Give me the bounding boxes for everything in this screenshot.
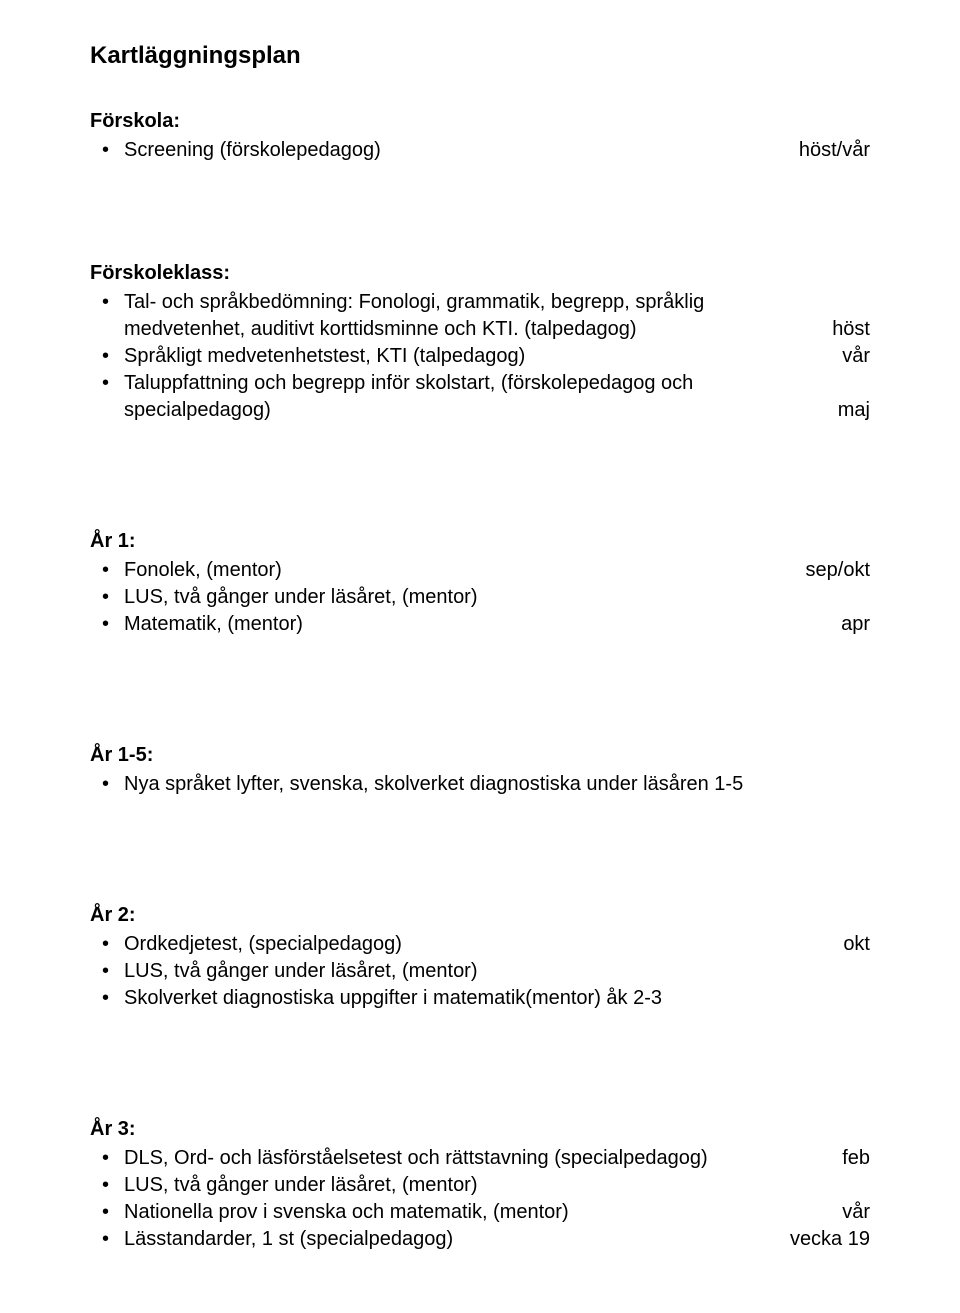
item-text: LUS, två gånger under läsåret, (mentor): [124, 958, 870, 985]
section-heading-ar1-5: År 1-5:: [90, 742, 870, 769]
list-item: LUS, två gånger under läsåret, (mentor): [124, 958, 870, 985]
item-timing: vecka 19: [790, 1226, 870, 1253]
item-timing: vår: [842, 1199, 870, 1226]
forskoleklass-list: Tal- och språkbedömning: Fonologi, gramm…: [90, 289, 870, 424]
item-timing: vår: [842, 343, 870, 370]
section-heading-forskoleklass: Förskoleklass:: [90, 260, 870, 287]
list-item: Matematik, (mentor) apr: [124, 611, 870, 638]
list-item: Språkligt medvetenhetstest, KTI (talpeda…: [124, 343, 870, 370]
forskola-list: Screening (förskolepedagog) höst/vår: [90, 137, 870, 164]
item-timing: maj: [838, 397, 870, 424]
list-item: LUS, två gånger under läsåret, (mentor): [124, 1172, 870, 1199]
list-item: Nya språket lyfter, svenska, skolverket …: [124, 771, 870, 798]
ar3-list: DLS, Ord- och läsförståelsetest och rätt…: [90, 1145, 870, 1253]
item-timing: apr: [841, 611, 870, 638]
item-text: LUS, två gånger under läsåret, (mentor): [124, 584, 870, 611]
list-item: Screening (förskolepedagog) höst/vår: [124, 137, 870, 164]
item-text: Matematik, (mentor): [124, 611, 841, 638]
item-timing: feb: [842, 1145, 870, 1172]
ar2-list: Ordkedjetest, (specialpedagog) okt LUS, …: [90, 931, 870, 1012]
list-item: Nationella prov i svenska och matematik,…: [124, 1199, 870, 1226]
list-item: Ordkedjetest, (specialpedagog) okt: [124, 931, 870, 958]
item-text: Nationella prov i svenska och matematik,…: [124, 1199, 842, 1226]
ar1-list: Fonolek, (mentor) sep/okt LUS, två gånge…: [90, 557, 870, 638]
ar1-5-list: Nya språket lyfter, svenska, skolverket …: [90, 771, 870, 798]
list-item: Skolverket diagnostiska uppgifter i mate…: [124, 985, 870, 1012]
page-title: Kartläggningsplan: [90, 40, 870, 72]
list-item: DLS, Ord- och läsförståelsetest och rätt…: [124, 1145, 870, 1172]
section-heading-ar1: År 1:: [90, 528, 870, 555]
item-text: Nya språket lyfter, svenska, skolverket …: [124, 771, 870, 798]
item-timing: höst: [832, 316, 870, 343]
item-text: Tal- och språkbedömning: Fonologi, gramm…: [124, 289, 832, 343]
list-item: Taluppfattning och begrepp inför skolsta…: [124, 370, 870, 424]
item-text: Screening (förskolepedagog): [124, 137, 799, 164]
list-item: Fonolek, (mentor) sep/okt: [124, 557, 870, 584]
item-timing: sep/okt: [806, 557, 870, 584]
item-text: Ordkedjetest, (specialpedagog): [124, 931, 843, 958]
item-text: LUS, två gånger under läsåret, (mentor): [124, 1172, 870, 1199]
item-text: Fonolek, (mentor): [124, 557, 806, 584]
item-text: Språkligt medvetenhetstest, KTI (talpeda…: [124, 343, 842, 370]
list-item: LUS, två gånger under läsåret, (mentor): [124, 584, 870, 611]
section-heading-ar3: År 3:: [90, 1116, 870, 1143]
section-heading-forskola: Förskola:: [90, 108, 870, 135]
document-page: Kartläggningsplan Förskola: Screening (f…: [0, 0, 960, 1313]
item-text: Skolverket diagnostiska uppgifter i mate…: [124, 985, 870, 1012]
section-heading-ar2: År 2:: [90, 902, 870, 929]
item-timing: okt: [843, 931, 870, 958]
item-text: DLS, Ord- och läsförståelsetest och rätt…: [124, 1145, 842, 1172]
item-text: Lässtandarder, 1 st (specialpedagog): [124, 1226, 790, 1253]
list-item: Tal- och språkbedömning: Fonologi, gramm…: [124, 289, 870, 343]
item-text: Taluppfattning och begrepp inför skolsta…: [124, 370, 838, 424]
item-timing: höst/vår: [799, 137, 870, 164]
list-item: Lässtandarder, 1 st (specialpedagog) vec…: [124, 1226, 870, 1253]
